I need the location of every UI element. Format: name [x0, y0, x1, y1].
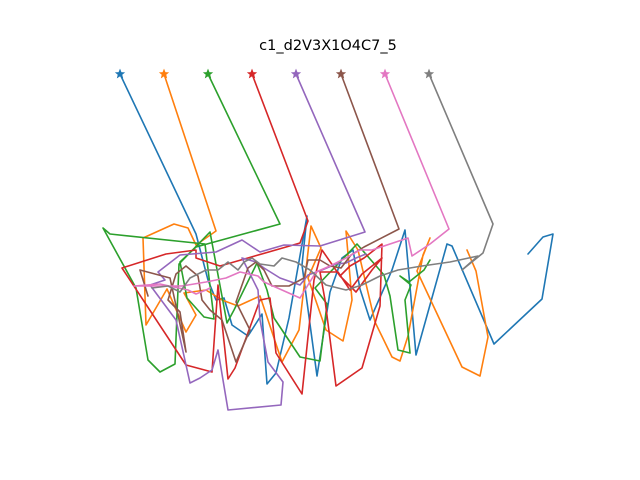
series-layer [102, 73, 554, 411]
series-start-marker-8 [423, 68, 435, 79]
series-start-marker-7 [379, 68, 391, 79]
series-start-marker-5 [290, 68, 302, 79]
series-start-marker-3 [202, 68, 214, 79]
series-start-marker-6 [335, 68, 347, 79]
series-line-4 [121, 73, 383, 395]
marker-layer [114, 68, 435, 79]
series-line-3 [102, 73, 431, 373]
chart-title: c1_d2V3X1O4C7_5 [259, 38, 397, 54]
series-line-1 [119, 73, 554, 385]
series-start-marker-4 [246, 68, 258, 79]
series-line-2 [142, 73, 489, 377]
series-line-7 [133, 73, 450, 299]
series-line-5 [149, 73, 367, 411]
series-start-marker-1 [114, 68, 126, 79]
series-line-8 [151, 73, 494, 293]
series-line-6 [139, 73, 400, 363]
series-start-marker-2 [158, 68, 170, 79]
